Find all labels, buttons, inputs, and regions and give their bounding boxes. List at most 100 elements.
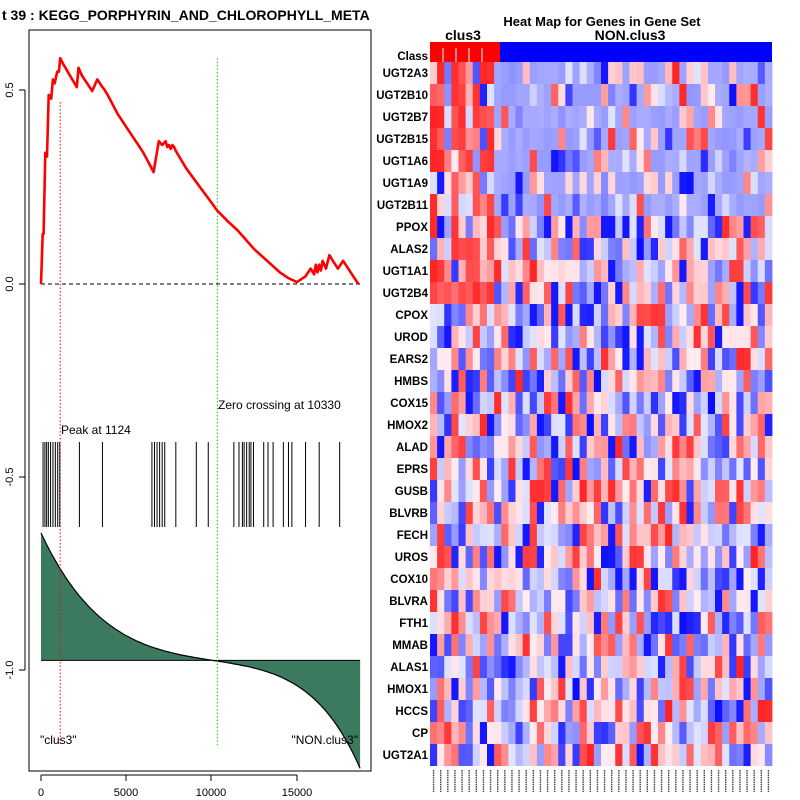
heatmap-cell — [515, 458, 524, 480]
heatmap-cell — [572, 436, 581, 458]
heatmap-cell — [729, 128, 737, 150]
heatmap-cell — [722, 480, 730, 502]
heatmap-cell — [757, 634, 766, 656]
heatmap-cell — [722, 612, 730, 634]
heatmap-cell — [743, 634, 752, 656]
heatmap-cell — [479, 524, 488, 546]
heatmap-cell — [679, 502, 687, 524]
heatmap-cell — [693, 458, 702, 480]
heatmap-cell — [679, 260, 687, 282]
heatmap-cell — [558, 656, 566, 678]
heatmap-cell — [672, 172, 680, 194]
heatmap-cell — [693, 480, 702, 502]
heatmap-cell — [487, 700, 495, 722]
heatmap-cell — [487, 502, 495, 524]
heatmap-cell — [665, 744, 673, 766]
heatmap-cell — [437, 172, 445, 194]
heatmap-cell — [750, 502, 759, 524]
heatmap-cell — [487, 480, 495, 502]
heatmap-cell — [522, 700, 531, 722]
heatmap-cell — [658, 634, 666, 656]
heatmap-cell — [665, 722, 673, 744]
heatmap-cell — [522, 568, 531, 590]
heatmap-cell — [565, 150, 573, 172]
heatmap-cell — [529, 502, 538, 524]
heatmap-cell — [615, 546, 623, 568]
heatmap-cell — [608, 612, 616, 634]
heatmap-cell — [451, 436, 459, 458]
heatmap-cell — [658, 546, 666, 568]
heatmap-cell — [529, 62, 538, 84]
heatmap-cell — [487, 568, 495, 590]
heatmap-cell — [465, 744, 474, 766]
gene-label: BLVRA — [389, 596, 428, 608]
heatmap-cell — [686, 700, 695, 722]
heatmap-cell — [707, 612, 716, 634]
heatmap-cell — [472, 612, 481, 634]
heatmap-cell — [579, 722, 588, 744]
heatmap-cell — [437, 238, 445, 260]
heatmap-cell — [437, 568, 445, 590]
heatmap-cell — [729, 326, 737, 348]
heatmap-cell — [686, 392, 695, 414]
heatmap-cell — [522, 238, 531, 260]
heatmap-cell — [679, 326, 687, 348]
heatmap-cell — [643, 172, 652, 194]
heatmap-cell — [472, 678, 481, 700]
heatmap-cell — [444, 436, 452, 458]
class-label: Class — [397, 51, 428, 63]
heatmap-cell — [750, 458, 759, 480]
heatmap-cell — [743, 546, 752, 568]
heatmap-cell — [686, 722, 695, 744]
heatmap-cell — [465, 700, 474, 722]
heatmap-cell — [551, 480, 559, 502]
heatmap-cell — [672, 348, 680, 370]
heatmap-cell — [750, 436, 759, 458]
heatmap-cell — [757, 502, 766, 524]
heatmap-cell — [715, 304, 723, 326]
heatmap-cell — [601, 502, 609, 524]
heatmap-cell — [572, 282, 581, 304]
heatmap-cell — [736, 590, 744, 612]
heatmap-cell — [636, 634, 645, 656]
heatmap-cell — [736, 260, 744, 282]
heatmap-cell — [529, 590, 538, 612]
heatmap-cell — [572, 326, 581, 348]
heatmap-cell — [479, 414, 488, 436]
heatmap-cell — [586, 700, 595, 722]
heatmap-cell — [650, 84, 659, 106]
heatmap-cell — [458, 392, 467, 414]
heatmap-cell — [565, 348, 573, 370]
heatmap-cell — [572, 722, 581, 744]
heatmap-cell — [551, 128, 559, 150]
heatmap-cell — [593, 128, 602, 150]
heatmap-cell — [729, 414, 737, 436]
heatmap-cell — [757, 194, 766, 216]
heatmap-cell — [764, 128, 773, 150]
heatmap-cell — [608, 568, 616, 590]
heatmap-cell — [551, 150, 559, 172]
heatmap-cell — [615, 656, 623, 678]
heatmap-cell — [572, 128, 581, 150]
heatmap-cell — [658, 700, 666, 722]
heatmap-cell — [494, 612, 502, 634]
heatmap-cell — [487, 326, 495, 348]
heatmap-cell — [501, 722, 509, 744]
heatmap-cell — [494, 458, 502, 480]
heatmap-cell — [444, 524, 452, 546]
heatmap-cell — [615, 634, 623, 656]
heatmap-cell — [508, 414, 516, 436]
heatmap-cell — [586, 502, 595, 524]
gene-label: FTH1 — [399, 618, 428, 630]
x-tick-label: 5000 — [114, 787, 138, 799]
heatmap-cell — [586, 480, 595, 502]
right-group-label: "NON.clus3" — [291, 733, 358, 747]
heatmap-cell — [444, 216, 452, 238]
heatmap-cell — [565, 546, 573, 568]
heatmap-cell — [444, 106, 452, 128]
heatmap-cell — [465, 590, 474, 612]
heatmap-cell — [608, 414, 616, 436]
heatmap-cell — [650, 678, 659, 700]
gene-label: FECH — [397, 530, 428, 542]
heatmap-cell — [579, 392, 588, 414]
